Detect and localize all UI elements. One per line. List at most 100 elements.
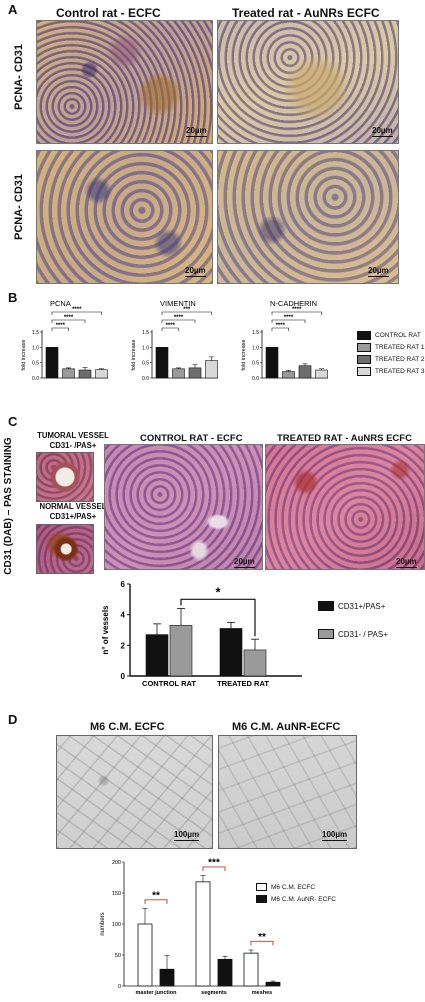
scale-bar-a4: 20µm: [368, 266, 389, 277]
chart-b-bar-2-0: [265, 347, 279, 379]
chart-d-bar-1-2: [265, 981, 281, 987]
chart-d-ytick-label-2: 100: [112, 922, 121, 928]
panel-c-side-title: CD31 (DAB) – PAS STAINING: [3, 437, 14, 575]
chart-c-ylabel: n° of vessels: [101, 605, 110, 655]
chart-b-ytick-label-1-0: 0.0: [142, 376, 149, 382]
chart-c-bar-1-1: [243, 649, 267, 677]
chart-b-sig-bracket-1-2: [161, 311, 212, 315]
legend-d-swatch-1: [256, 895, 267, 903]
panel-a-col-title-treated: Treated rat - AuNRs ECFC: [232, 6, 380, 20]
chart-b-bar-2-2: [298, 365, 312, 379]
chart-c-sig-bracket: [180, 598, 256, 637]
micrograph-c-treated: [265, 444, 425, 570]
chart-d-bar-1-1: [217, 958, 233, 987]
chart-b-bar-2-1: [282, 371, 295, 379]
chart-b-bar-0-0: [45, 347, 59, 379]
legend-b-swatch-2: [357, 355, 371, 364]
micrograph-a-treated-top: [217, 20, 399, 144]
legend-d-swatch-0: [256, 883, 267, 891]
chart-b-sig-bracket-0-1: [51, 319, 86, 323]
legend-b-treated-3: TREATED RAT 3: [357, 367, 424, 376]
scale-bar-a1: 20µm: [186, 126, 207, 137]
panel-c-col-title-control: CONTROL RAT - ECFC: [140, 433, 243, 444]
chart-b-sig-label-1-1: ****: [174, 315, 184, 321]
chart-b-bar-1-2: [188, 367, 202, 379]
chart-b-sig-label-1-0: ****: [166, 323, 176, 329]
chart-c-xtick-label-0: CONTROL RAT: [142, 679, 196, 688]
scale-bar-c1: 20µm: [234, 557, 255, 568]
chart-b-sig-bracket-1-0: [161, 327, 179, 331]
micrograph-c-normal-vessel: [36, 524, 94, 574]
chart-d-xtick-label-0: master junction: [136, 990, 178, 996]
chart-c-bar-0-1: [219, 628, 243, 677]
chart-d-xtick-label-2: meshes: [252, 990, 273, 996]
legend-b-swatch-3: [357, 367, 371, 376]
scale-bar-c2: 20µm: [396, 557, 417, 568]
chart-b-sig-label-0-0: ****: [56, 323, 66, 329]
panel-d-chart: 0 50 100 150 200 numbers master junction segmen…: [100, 857, 281, 996]
panel-d-label: D: [8, 712, 18, 727]
panel-c-col-title-treated: TREATED RAT - AuNRS ECFC: [277, 433, 412, 444]
legend-b-treated-1: TREATED RAT 1: [357, 343, 424, 352]
chart-d-sig-bracket-2: [250, 940, 274, 946]
legend-b-swatch-1: [357, 343, 371, 352]
chart-b-ytick-label-1-3: 1.5: [142, 330, 149, 336]
panel-a-col-title-control: Control rat - ECFC: [56, 6, 161, 20]
chart-b-ytick-label-2-2: 1.0: [252, 345, 259, 351]
panel-a-row-label-2: PCNA- CD31: [13, 174, 25, 241]
legend-b-swatch-0: [357, 331, 371, 340]
chart-b-ylabel-2: fold increase: [241, 339, 247, 370]
chart-b-sig-bracket-2-1: [271, 319, 306, 323]
chart-d-bar-0-0: [137, 923, 153, 987]
legend-d-ecfc: M6 C.M. ECFC: [256, 883, 315, 891]
chart-b-bar-2-3: [315, 369, 328, 379]
panel-c-label: C: [8, 414, 18, 429]
legend-c-swatch-0: [318, 601, 334, 611]
chart-b-ytick-label-1-2: 1.0: [142, 345, 149, 351]
chart-b-ylabel-1: fold increase: [131, 339, 137, 370]
chart-d-ytick-label-4: 200: [112, 860, 121, 866]
legend-c-cd31-neg: CD31- / PAS+: [318, 629, 388, 639]
chart-b-sig-bracket-2-2: [271, 311, 322, 315]
chart-b-ytick-label-1-1: 0.5: [142, 361, 149, 367]
chart-b-bar-1-3: [205, 360, 218, 379]
chart-c-bar-0-0: [145, 634, 169, 677]
chart-d-bar-0-1: [195, 881, 211, 987]
chart-b-ytick-label-0-0: 0.0: [32, 376, 39, 382]
chart-d-sig-bracket-1: [202, 866, 226, 871]
chart-b-sig-bracket-2-0: [271, 327, 289, 331]
scale-bar-a3: 20µm: [185, 266, 206, 277]
panel-d-col-title-ecfc: M6 C.M. ECFC: [90, 721, 165, 733]
chart-d-sig-label-2: **: [258, 932, 266, 943]
normal-vessel-caption: NORMAL VESSEL CD31+/PAS+: [33, 502, 113, 522]
panel-a-row-label-1: PCNA- CD31: [13, 44, 25, 111]
chart-d-ytick-label-3: 150: [112, 891, 121, 897]
chart-d-ytick-label-1: 50: [115, 953, 121, 959]
tumoral-vessel-caption: TUMORAL VESSEL CD31- /PAS+: [33, 431, 113, 451]
legend-c-swatch-1: [318, 629, 334, 639]
legend-d-aunr: M6 C.M. AuNR- ECFC: [256, 895, 336, 903]
chart-b-ytick-label-0-2: 1.0: [32, 345, 39, 351]
micrograph-c-tumoral-vessel: [36, 452, 94, 502]
chart-b-ytick-label-2-0: 0.0: [252, 376, 259, 382]
micrograph-a-control-top: [36, 20, 213, 144]
chart-b-title-2: N-CADHERIN: [270, 299, 317, 308]
chart-b-ytick-label-0-1: 0.5: [32, 361, 39, 367]
micrograph-d-ecfc: [56, 735, 213, 849]
normal-vessel-title: NORMAL VESSEL: [39, 502, 107, 511]
chart-d-bar-1-0: [159, 968, 175, 987]
legend-b-treated-2: TREATED RAT 2: [357, 355, 424, 364]
normal-vessel-subtitle: CD31+/PAS+: [49, 512, 97, 521]
chart-d-bar-0-2: [243, 952, 259, 987]
panel-b-label: B: [8, 290, 18, 305]
chart-b-ytick-label-2-1: 0.5: [252, 361, 259, 367]
chart-c-xtick-label-1: TREATED RAT: [217, 679, 269, 688]
chart-b-sig-label-1-2: ***: [183, 307, 191, 313]
chart-b-title-0: PCNA: [50, 299, 71, 308]
panel-d-col-title-aunr: M6 C.M. AuNR-ECFC: [232, 721, 341, 733]
panel-a-label: A: [8, 2, 18, 17]
chart-d-sig-label-1: ***: [208, 857, 220, 868]
scale-bar-d2: 100µm: [322, 830, 348, 841]
panel-c-chart: 0 2 4 6 n° of vessels CONTROL RAT TREATED RAT *: [101, 580, 302, 688]
